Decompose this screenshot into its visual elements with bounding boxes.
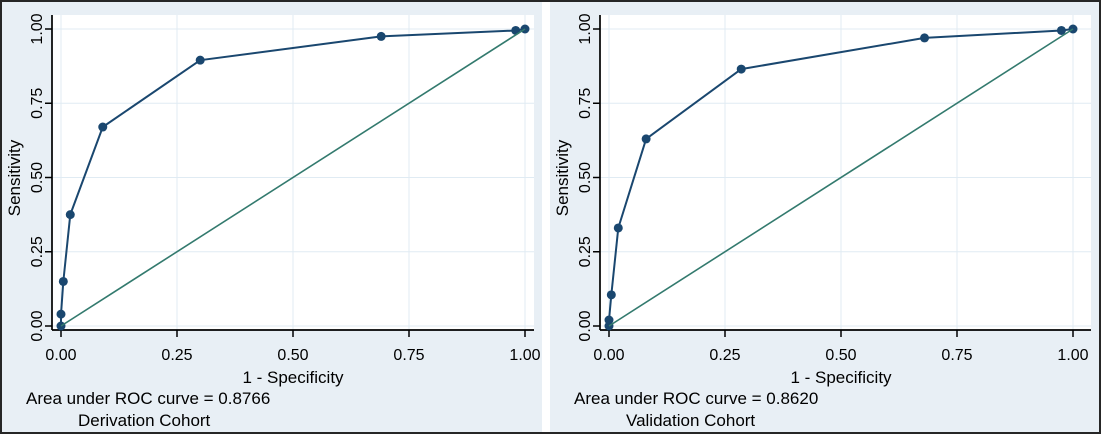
roc-data-point bbox=[56, 309, 66, 319]
roc-panel-derivation: 0.00 0.25 0.50 0.75 1.00 0.00 0.25 0.50 0.75 1.00… bbox=[2, 2, 542, 432]
y-tick-label: 0.75 bbox=[29, 88, 46, 119]
x-tick-label: 0.25 bbox=[709, 347, 740, 364]
y-tick-label: 0.50 bbox=[577, 162, 594, 193]
roc-data-point bbox=[920, 33, 930, 43]
x-tick-label: 0.50 bbox=[825, 347, 856, 364]
x-axis-label: 1 - Specificity bbox=[790, 368, 892, 387]
roc-data-point bbox=[65, 210, 75, 220]
roc-chart-validation: 0.00 0.25 0.50 0.75 1.00 0.00 0.25 0.50 0.75 1.00… bbox=[550, 2, 1099, 432]
y-tick-label: 0.25 bbox=[29, 236, 46, 267]
roc-data-point bbox=[613, 223, 623, 233]
x-tick-label: 0.00 bbox=[45, 347, 76, 364]
x-tick-label: 0.75 bbox=[393, 347, 424, 364]
cohort-title: Validation Cohort bbox=[626, 411, 755, 430]
y-tick-label: 0.00 bbox=[29, 310, 46, 341]
x-axis-label: 1 - Specificity bbox=[242, 368, 344, 387]
y-tick-label: 0.75 bbox=[577, 88, 594, 119]
roc-panel-validation: 0.00 0.25 0.50 0.75 1.00 0.00 0.25 0.50 0.75 1.00… bbox=[550, 2, 1099, 432]
x-tick-label: 0.25 bbox=[161, 347, 192, 364]
y-tick-label: 0.00 bbox=[577, 310, 594, 341]
auc-note: Area under ROC curve = 0.8620 bbox=[574, 389, 818, 408]
x-tick-label: 1.00 bbox=[1057, 347, 1088, 364]
roc-data-point bbox=[606, 290, 616, 300]
roc-data-point bbox=[376, 31, 386, 41]
y-tick-label: 1.00 bbox=[29, 13, 46, 44]
roc-data-point bbox=[58, 276, 68, 286]
roc-data-point bbox=[604, 315, 614, 325]
chart-plot-area: 0.00 0.25 0.50 0.75 1.00 0.00 0.25 0.50 0.75 1.00 bbox=[550, 2, 1099, 432]
x-tick-label: 0.75 bbox=[941, 347, 972, 364]
plot-background bbox=[600, 15, 1091, 330]
reference-line bbox=[60, 28, 526, 327]
roc-data-point bbox=[641, 134, 651, 144]
roc-chart-derivation: 0.00 0.25 0.50 0.75 1.00 0.00 0.25 0.50 0.75 1.00… bbox=[2, 2, 542, 432]
x-tick-label: 0.50 bbox=[277, 347, 308, 364]
roc-data-point bbox=[98, 122, 108, 132]
reference-line bbox=[608, 28, 1074, 327]
y-axis-label: Sensitivity bbox=[553, 139, 572, 216]
chart-plot-area: 0.00 0.25 0.50 0.75 1.00 0.00 0.25 0.50 0.75 1.00 bbox=[2, 2, 542, 432]
y-tick-label: 0.25 bbox=[577, 236, 594, 267]
x-tick-label: 0.00 bbox=[593, 347, 624, 364]
y-tick-label: 1.00 bbox=[577, 13, 594, 44]
y-tick-label: 0.50 bbox=[29, 162, 46, 193]
auc-note: Area under ROC curve = 0.8766 bbox=[26, 389, 270, 408]
roc-data-point bbox=[736, 64, 746, 74]
cohort-title: Derivation Cohort bbox=[78, 411, 211, 430]
roc-data-point bbox=[195, 55, 205, 65]
roc-data-point bbox=[1056, 25, 1066, 35]
y-axis-label: Sensitivity bbox=[5, 139, 24, 216]
x-tick-label: 1.00 bbox=[509, 347, 540, 364]
